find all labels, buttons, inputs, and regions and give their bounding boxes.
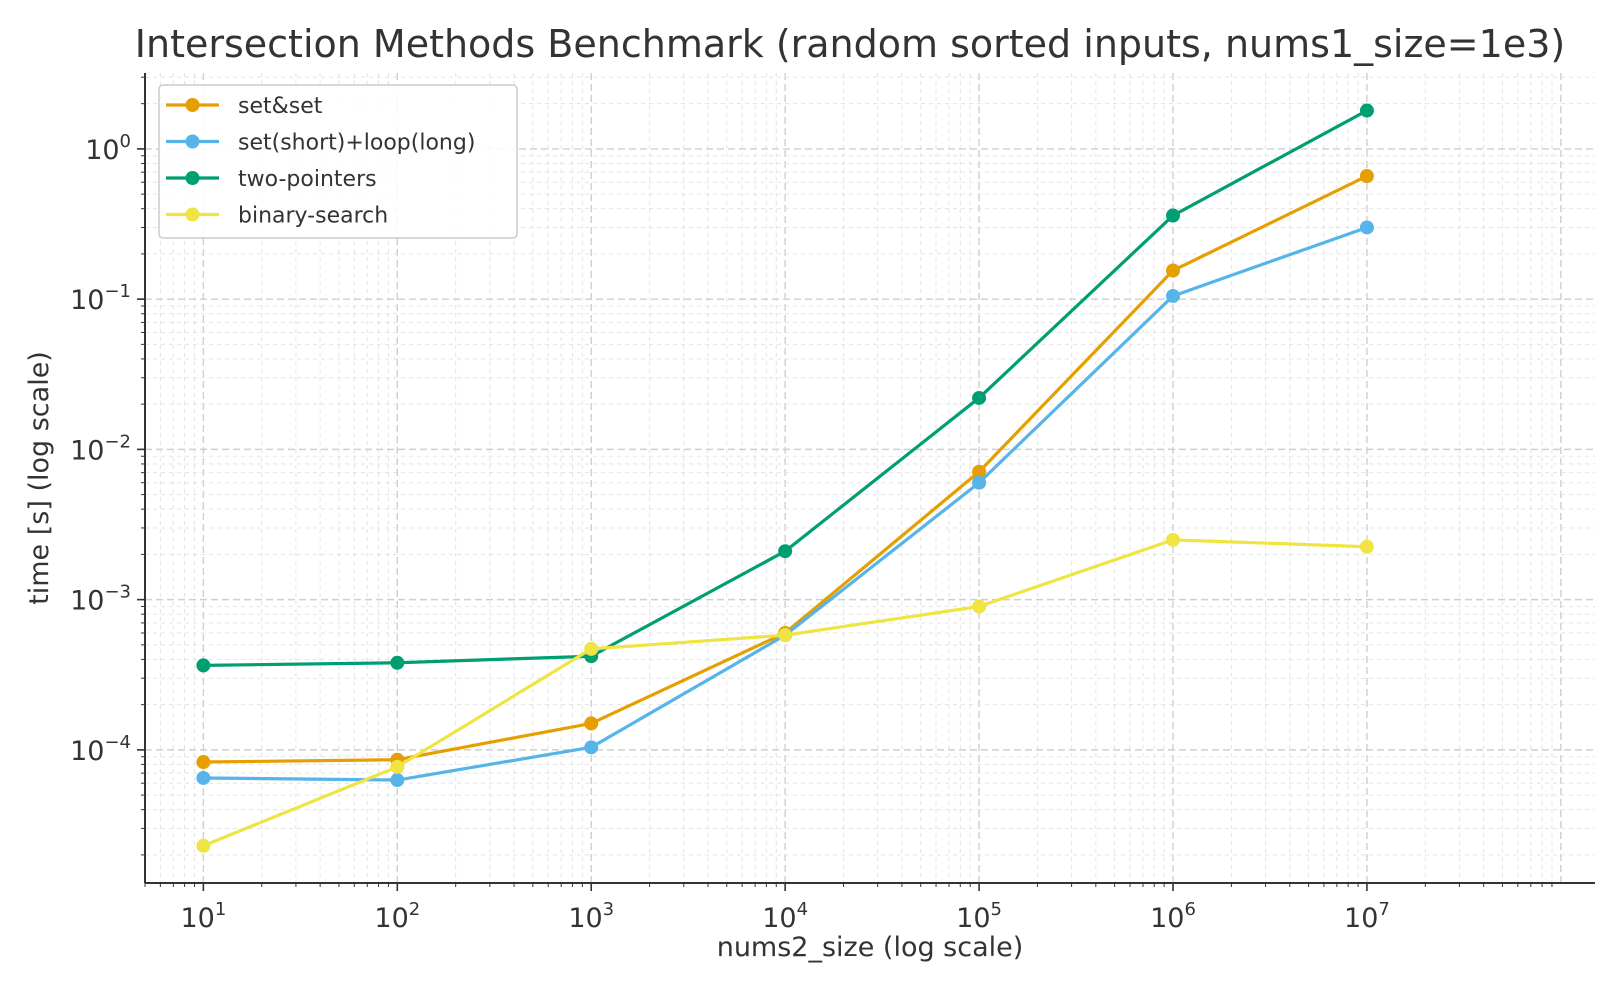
y-tick-label: 10−4: [70, 732, 131, 767]
legend-swatch-marker: [185, 171, 200, 185]
data-point: [1359, 169, 1374, 184]
data-point: [778, 544, 793, 559]
x-axis-label: nums2_size (log scale): [717, 932, 1024, 963]
legend-swatch-marker: [185, 134, 200, 149]
x-tick-label: 103: [568, 899, 614, 934]
legend-swatch-marker: [185, 98, 200, 112]
data-point: [972, 475, 987, 490]
x-tick-label: 105: [956, 899, 1002, 934]
data-point: [584, 740, 599, 755]
legend-box: [158, 84, 518, 239]
y-tick-label: 10−1: [70, 281, 131, 316]
y-axis-label: time [s] (log scale): [24, 351, 55, 605]
legend-item: set&set: [166, 94, 323, 119]
data-point: [584, 641, 599, 656]
data-point: [1166, 288, 1181, 303]
legend-label: two-pointers: [238, 167, 377, 192]
x-tick-label: 106: [1150, 899, 1196, 934]
data-point: [1359, 539, 1374, 554]
series-two-pointers: [196, 103, 1374, 673]
data-point: [1166, 208, 1181, 223]
legend-label: binary-search: [238, 204, 388, 229]
legend-swatch-marker: [185, 207, 200, 222]
data-point: [1166, 263, 1181, 278]
data-point: [778, 628, 793, 643]
y-tick-label: 100: [85, 131, 131, 166]
data-point: [390, 655, 405, 670]
y-tick-label: 10−2: [70, 431, 131, 466]
data-point: [1166, 532, 1181, 547]
legend-label: set&set: [238, 94, 323, 119]
data-point: [196, 755, 211, 770]
legend-label: set(short)+loop(long): [238, 131, 475, 156]
legend-item: set(short)+loop(long): [166, 131, 475, 156]
data-point: [584, 716, 599, 731]
data-point: [390, 759, 405, 774]
data-point: [972, 390, 987, 405]
x-tick-label: 107: [1344, 899, 1390, 934]
series-layer: [196, 103, 1374, 853]
chart-title: Intersection Methods Benchmark (random s…: [135, 22, 1565, 66]
data-point: [1359, 103, 1374, 118]
data-point: [196, 838, 211, 853]
data-point: [196, 658, 211, 673]
data-point: [972, 599, 987, 614]
x-tick-label: 104: [762, 899, 808, 934]
data-point: [196, 770, 211, 785]
legend: set&set set(short)+loop(long) two-pointers…: [158, 84, 518, 239]
y-tick-label: 10−3: [70, 582, 131, 617]
data-point: [390, 773, 405, 788]
legend-item: binary-search: [166, 204, 388, 229]
x-ticks: 101 102 103 104 105 106 107: [144, 883, 1553, 934]
axes: [144, 73, 1595, 884]
x-tick-label: 101: [180, 899, 226, 934]
data-point: [1359, 220, 1374, 235]
series-binary-search: [196, 532, 1374, 853]
legend-item: two-pointers: [166, 167, 377, 192]
x-tick-label: 102: [374, 899, 420, 934]
y-ticks: 10−4 10−3 10−2 10−1 100: [70, 76, 145, 856]
data-point: [972, 464, 987, 479]
